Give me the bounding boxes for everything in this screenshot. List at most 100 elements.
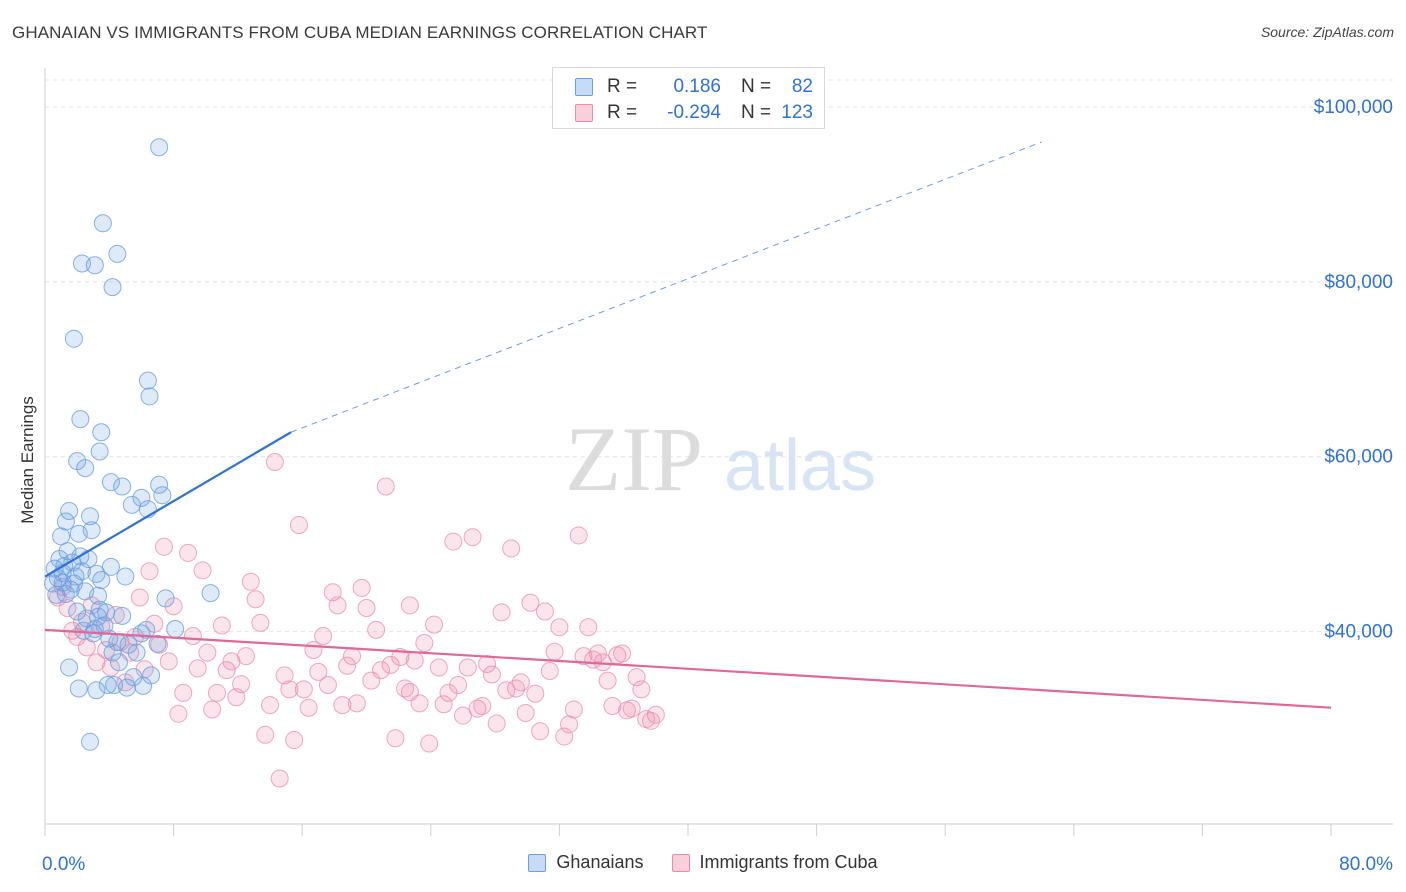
ghanaian-point [101,557,120,576]
ghanaian-point [87,681,106,700]
y-tick-label: $40,000 [1324,622,1393,643]
cuba-point [569,526,588,545]
cuba-point [622,699,641,718]
cuba-point [482,665,501,684]
cuba-point [236,647,255,666]
y-tick-label: $80,000 [1324,272,1393,293]
ghanaian-point [101,473,120,492]
y-tick-label: $60,000 [1324,447,1393,468]
cuba-point [531,722,550,741]
cuba-point [492,603,511,622]
cuba-point [333,696,352,715]
ghanaians-trend-extension [290,141,1042,433]
ghanaians-swatch [575,78,593,96]
ghanaian-point [117,678,136,697]
ghanaian-point [132,488,151,507]
gridlines [45,79,1393,633]
ghanaian-point [97,603,116,622]
cuba-point [130,588,149,607]
cuba-point [463,528,482,547]
ghanaian-point [82,521,101,540]
n-label: N = [741,102,772,123]
cuba-point [400,682,419,701]
r-value: -0.294 [667,102,721,123]
cuba-point [646,705,665,724]
x-tick-label-min: 0.0% [42,854,85,875]
cuba-point [299,698,318,717]
legend-item-cuba[interactable]: Immigrants from Cuba [671,852,878,873]
cuba-point [521,593,540,612]
cuba-point [140,562,159,581]
cuba-point [347,694,366,713]
cuba-point [449,675,468,694]
cuba-point [352,578,371,597]
trend-lines [44,141,1332,709]
ghanaian-point [113,477,132,496]
ghanaian-point [89,586,108,605]
cuba-point [511,673,530,692]
cuba-point [487,714,506,733]
ghanaian-point [201,584,220,603]
r-label: R = [607,76,638,97]
cuba-point [502,539,521,558]
cuba-point [285,731,304,750]
cuba-point [217,661,236,680]
cuba-point [183,627,202,645]
cuba-point [58,599,77,618]
ghanaian-point [103,643,122,662]
correlation-legend: R = 0.186 N = 82 R = -0.294 N = 123 [552,67,825,129]
cuba-point [328,596,347,615]
cuba-point [468,699,487,718]
cuba-point [275,666,294,685]
legend-item-ghanaians[interactable]: Ghanaians [528,852,644,873]
ghanaian-point [71,410,90,429]
source-label: Source: ZipAtlas.com [1260,24,1394,40]
ghanaian-point [92,571,111,590]
ghanaian-point [93,214,112,233]
ghanaian-point [166,620,185,639]
cuba-point [318,675,337,694]
cuba-point [506,679,525,698]
cuba-point [343,647,362,666]
cuba-point [381,655,400,674]
ghanaian-point [137,620,156,639]
r-label: R = [607,102,638,123]
cuba-point [357,599,376,618]
cuba-point [289,515,308,534]
cuba-point [574,647,593,666]
ghanaian-point [113,606,132,625]
ghanaian-point [153,486,172,505]
legend-label: Ghanaians [556,852,644,872]
cuba-point [396,679,415,698]
cuba-swatch [575,104,593,122]
ghanaian-point [60,658,79,677]
watermark-zip: ZIP [565,408,703,510]
ghanaian-point [98,675,117,694]
watermark-atlas: atlas [724,426,876,506]
cuba-legend-swatch [671,853,690,872]
cuba-point [203,700,222,719]
cuba-point [169,704,188,723]
cuba-point [174,683,193,702]
ghanaian-point [127,643,146,662]
cuba-point [251,613,270,632]
ghanaian-point [150,138,169,157]
cuba-point [420,734,439,753]
ghanaian-point [68,602,87,621]
legend-row-ghanaians: R = 0.186 N = 82 [575,75,813,99]
ghanaian-point [92,423,111,442]
cuba-point [400,596,419,615]
ghanaian-point [85,256,104,275]
ghanaian-point [60,501,79,520]
ghanaian-point [134,676,153,695]
ghanaian-point [103,278,122,297]
cuba-point [280,680,299,699]
cuba-point [371,661,390,680]
cuba-point [526,684,545,703]
cuba-point [386,729,405,748]
ghanaian-point [90,442,109,461]
ghanaian-point [116,567,135,586]
ghanaian-point [132,624,151,643]
cuba-point [516,703,535,722]
